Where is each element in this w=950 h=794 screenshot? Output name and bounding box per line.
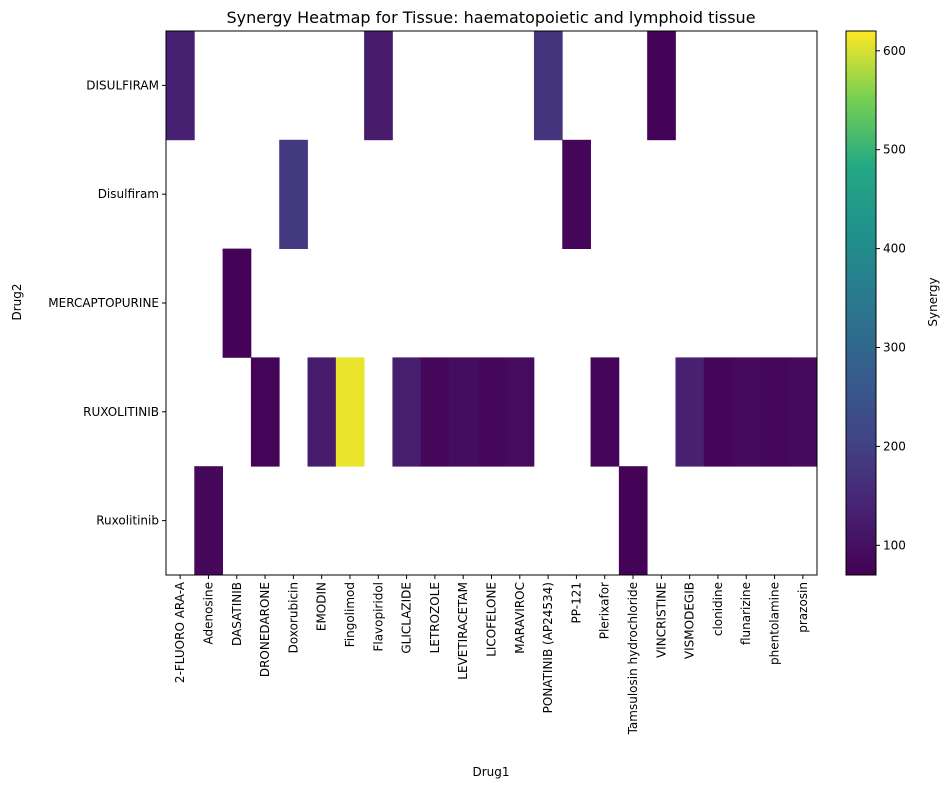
heatmap-cell-3-11 — [477, 357, 507, 467]
heatmap-cell-3-15 — [590, 357, 620, 467]
x-tick-label: PP-121 — [569, 582, 583, 623]
colorbar-tick-label: 400 — [883, 242, 906, 256]
heatmap-cell-1-4 — [279, 139, 308, 249]
x-tick-label: 2-FLUORO ARA-A — [173, 581, 187, 683]
heatmap-cell-0-7 — [364, 31, 393, 141]
x-tick-label: clonidine — [711, 582, 725, 636]
heatmap-cell-0-17 — [647, 31, 676, 141]
colorbar-gradient — [845, 30, 877, 576]
x-tick-label: EMODIN — [315, 582, 329, 631]
heatmap-cell-3-20 — [732, 357, 761, 467]
colorbar-label: Synergy — [926, 277, 940, 326]
heatmap-cell-3-12 — [505, 357, 535, 467]
heatmap-axes: 2-FLUORO ARA-A Adenosine DASATINIB DRONEDAR… — [48, 30, 818, 735]
heatmap-cell-3-5 — [307, 357, 337, 467]
y-tick-label: Ruxolitinib — [96, 514, 159, 528]
x-tick-label: Doxorubicin — [286, 582, 300, 653]
x-tick-label: VINCRISTINE — [654, 582, 668, 658]
heatmap-cell-3-19 — [703, 357, 733, 467]
x-tick-label: GLICLAZIDE — [400, 582, 414, 654]
heatmap-cell-4-1 — [194, 466, 223, 576]
x-tick-label: VISMODEGIB — [683, 582, 697, 659]
colorbar-tick-label: 200 — [883, 439, 906, 453]
heatmap-cell-0-13 — [533, 31, 563, 141]
y-axis-label: Drug2 — [10, 283, 24, 320]
heatmap-cell-3-22 — [788, 357, 818, 467]
x-tick-label: Adenosine — [201, 582, 215, 645]
x-tick-label: LICOFELONE — [485, 582, 499, 657]
plot-frame — [165, 30, 818, 576]
y-tick-label: Disulfiram — [98, 187, 159, 201]
heatmap-cell-3-21 — [760, 357, 790, 467]
heatmap-cell-0-0 — [166, 31, 195, 141]
x-tick-label: LEVETIRACETAM — [456, 582, 470, 680]
heatmap-cell-2-2 — [222, 248, 252, 358]
y-tick-label: MERCAPTOPURINE — [48, 296, 159, 310]
colorbar-tick-label: 300 — [883, 341, 906, 355]
x-tick-label: flunarizine — [739, 582, 753, 645]
chart-title: Synergy Heatmap for Tissue: haematopoiet… — [226, 8, 755, 27]
heatmap-cell-3-8 — [392, 357, 422, 467]
heatmap-cell-3-10 — [449, 357, 478, 467]
colorbar-tick-label: 500 — [883, 143, 906, 157]
x-tick-label: PONATINIB (AP24534) — [541, 582, 555, 713]
x-tick-label: DRONEDARONE — [258, 582, 272, 677]
y-tick-label: RUXOLITINIB — [83, 405, 159, 419]
x-axis-label: Drug1 — [472, 765, 509, 779]
colorbar: 100 200 300 400 500 600 — [845, 30, 906, 576]
colorbar-tick-label: 100 — [883, 538, 906, 552]
y-tick-label: DISULFIRAM — [86, 78, 159, 92]
heatmap-cell-3-18 — [675, 357, 705, 467]
heatmap-cell-4-16 — [618, 466, 648, 576]
x-tick-label: LETROZOLE — [428, 582, 442, 653]
heatmap-cell-3-3 — [250, 357, 280, 467]
x-tick-label: Tamsulosin hydrochloride — [626, 582, 640, 735]
x-tick-label: MARAVIROC — [513, 582, 527, 654]
colorbar-tick-label: 600 — [883, 44, 906, 58]
heatmap-cell-3-9 — [420, 357, 450, 467]
x-tick-label: Flavopiridol — [371, 582, 385, 652]
x-tick-label: DASATINIB — [230, 582, 244, 646]
x-tick-label: phentolamine — [768, 582, 782, 665]
heatmap-cell-1-14 — [562, 139, 591, 249]
x-tick-label: Plerixafor — [598, 582, 612, 639]
x-tick-label: Fingolimod — [343, 582, 357, 647]
x-tick-label: prazosin — [796, 582, 810, 633]
heatmap-cells — [166, 31, 818, 576]
heatmap-cell-3-6 — [335, 357, 365, 467]
